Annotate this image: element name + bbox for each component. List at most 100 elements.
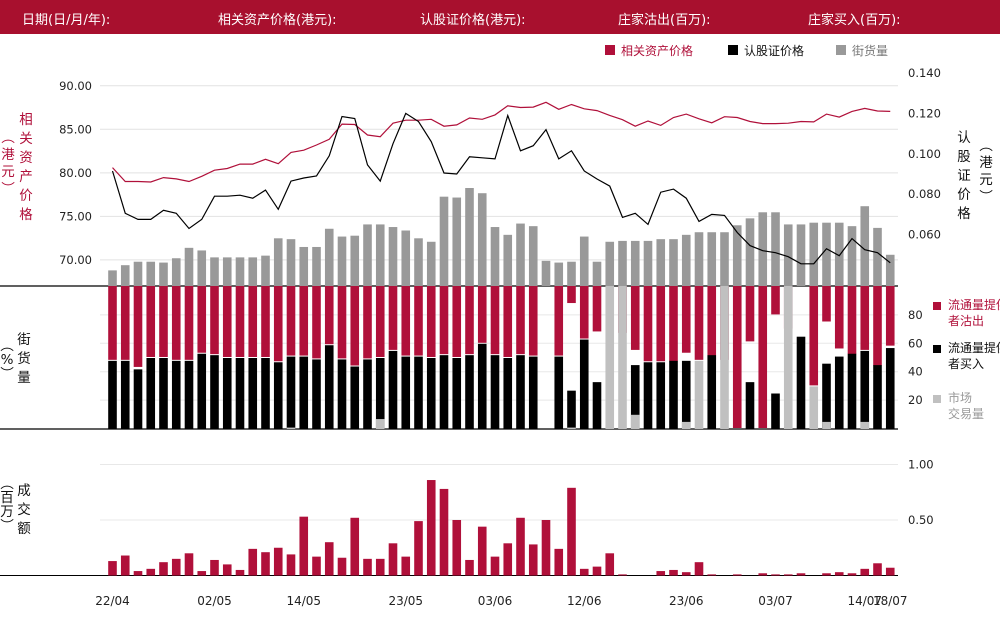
axis-title-char: 百 xyxy=(0,490,14,506)
turnover-bar xyxy=(618,574,627,576)
outstanding-bar xyxy=(120,265,130,286)
outstanding-bar xyxy=(732,225,742,286)
mm-buy-bar xyxy=(286,356,296,429)
pct-axis-unit: （%） xyxy=(0,338,14,380)
mm-sell-bar xyxy=(809,286,819,386)
mm-sell-bar xyxy=(477,286,487,343)
axis-title-char: 元 xyxy=(979,172,993,188)
left-tick-label: 70.00 xyxy=(59,253,92,267)
axis-title-char: 元 xyxy=(1,164,15,180)
outstanding-bar xyxy=(528,226,538,286)
mm-buy-bar xyxy=(503,358,513,429)
outstanding-bar xyxy=(745,218,755,286)
legend-label: 者买入 xyxy=(948,357,984,371)
pct-axis-title: 街货量 xyxy=(17,332,31,386)
turnover-bar xyxy=(222,564,232,576)
mm-sell-bar xyxy=(197,286,207,353)
outstanding-bar xyxy=(541,260,551,286)
right-tick-label: 0.100 xyxy=(908,147,941,161)
axis-title-char: （ xyxy=(0,476,14,490)
axis-title-char: 认 xyxy=(957,130,971,146)
axis-title-char: 资 xyxy=(19,150,33,166)
outstanding-bar xyxy=(873,227,882,286)
outstanding-bar xyxy=(439,196,449,286)
mm-buy-bar xyxy=(439,355,449,429)
turnover-bar xyxy=(681,572,691,576)
mm-buy-bar xyxy=(860,350,870,429)
outstanding-bar xyxy=(567,261,576,286)
turnover-bar xyxy=(426,480,436,576)
turnover-bar xyxy=(197,571,207,576)
mm-sell-bar xyxy=(414,286,423,356)
mm-sell-bar xyxy=(630,286,640,350)
axis-title-char: ） xyxy=(0,366,14,380)
axis-title-char: 交 xyxy=(17,501,31,518)
market-bar xyxy=(860,421,870,429)
market-bar xyxy=(286,427,296,429)
outstanding-bar xyxy=(592,261,602,286)
turnover-bars xyxy=(108,480,895,576)
outstanding-bar xyxy=(197,250,207,286)
mm-buy-bar xyxy=(528,356,538,429)
outstanding-bar xyxy=(490,227,500,286)
axis-title-char: ） xyxy=(977,189,993,203)
outstanding-bar xyxy=(286,239,296,286)
left-axis-unit: （ 港元） xyxy=(0,130,15,195)
left-axis-title: 相关资产价格 xyxy=(19,112,33,223)
outstanding-bar xyxy=(171,258,181,286)
mm-sell-bar xyxy=(299,286,309,356)
market-bar xyxy=(822,421,831,429)
outstanding-bar xyxy=(885,254,895,286)
legend-label: 街货量 xyxy=(852,43,888,58)
outstanding-bar xyxy=(554,262,564,286)
turnover-bar xyxy=(159,562,168,576)
turnover-tick-label: 1.00 xyxy=(908,458,934,472)
mm-buy-bar xyxy=(401,356,411,429)
legend-label: 流通量提供 xyxy=(948,340,1000,355)
left-tick-label: 90.00 xyxy=(59,79,92,93)
axis-title-char: 格 xyxy=(957,206,971,222)
outstanding-bar xyxy=(860,206,870,286)
turnover-bar xyxy=(834,572,844,576)
mm-sell-bar xyxy=(873,286,882,366)
outstanding-bar xyxy=(426,241,436,286)
turnover-bar xyxy=(414,521,423,576)
turnover-bar xyxy=(783,574,793,576)
outstanding-bar xyxy=(605,241,615,286)
warrant-price-line xyxy=(111,112,891,265)
turnover-bar xyxy=(579,568,589,576)
legend-swatch xyxy=(836,45,846,55)
outstanding-bar xyxy=(324,228,334,286)
x-axis-labels: 22/04 02/05 14/05 23/05 03/06 12/06 23/06 03/07… xyxy=(95,594,907,608)
turnover-bar xyxy=(273,547,283,576)
outstanding-bar xyxy=(184,247,194,286)
turnover-bar xyxy=(477,526,487,576)
turnover-bar xyxy=(822,573,831,576)
x-axis-label: 22/04 xyxy=(95,594,130,608)
tick-labels: 90.00 85.00 80.00 75.00 70.00 0.140 0.120 0.100… xyxy=(59,66,941,527)
outstanding-bar xyxy=(477,193,487,286)
mm-sell-bar xyxy=(210,286,219,355)
market-bar xyxy=(375,419,385,429)
axis-title-char: 额 xyxy=(17,521,31,537)
mm-sell-bar xyxy=(312,286,321,359)
market-bar xyxy=(681,421,691,429)
turnover-bar xyxy=(401,556,411,576)
outstanding-bar xyxy=(465,188,474,286)
axis-title-char: 证 xyxy=(957,168,971,184)
mm-buy-bar xyxy=(414,356,423,429)
mm-buy-bar xyxy=(363,359,372,429)
mm-sell-bar xyxy=(503,286,513,357)
outstanding-bar xyxy=(375,224,385,286)
axis-title-char: 股 xyxy=(957,149,971,165)
market-bar xyxy=(783,286,793,429)
mm-sell-bar xyxy=(516,286,525,355)
outstanding-bar xyxy=(273,238,283,286)
outstanding-bar xyxy=(401,230,411,286)
turnover-bar xyxy=(324,542,334,576)
mm-buy-bar xyxy=(350,366,360,429)
axis-title-char: 港 xyxy=(979,155,993,171)
outstanding-bar xyxy=(771,212,780,286)
market-bar xyxy=(605,286,615,429)
mm-buy-bar xyxy=(426,358,436,429)
